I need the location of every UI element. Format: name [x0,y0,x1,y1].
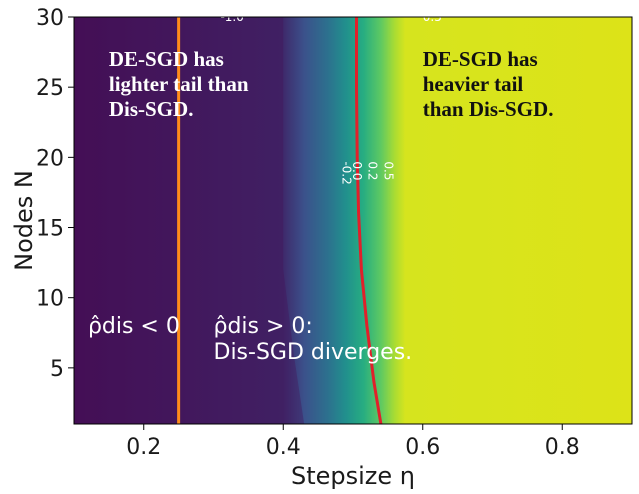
contour-label: 0.0 [350,161,364,180]
y-tick-label: 15 [36,217,64,242]
annotation-note: DE-SGD has lighter tail than Dis-SGD. [109,47,249,121]
annotation-line: lighter tail than [109,72,249,96]
heatmap-field [74,17,632,424]
plot-frame [73,16,633,425]
annotation-line: heavier tail [423,72,524,96]
annotation-line: ρ̂dis > 0: [214,314,313,339]
y-tick-label: 10 [36,287,64,312]
y-tick-label: 20 [36,146,64,171]
low-n-shade [74,17,305,424]
zero-contour-line [355,17,383,425]
x-tick-label: 0.8 [545,435,580,460]
annotation-line: Dis-SGD. [109,97,194,121]
x-tick-label: 0.2 [126,435,161,460]
annotation-line: Dis-SGD diverges. [214,340,413,365]
x-tick-label: 0.6 [405,435,440,460]
annotation-rho: ρ̂dis < 0 [88,314,180,339]
annotation-line: DE-SGD has [109,47,224,71]
y-axis-label: Nodes N [10,170,38,271]
annotation-note: DE-SGD has heavier tail than Dis-SGD. [423,47,554,121]
x-axis-label: Stepsize η [291,462,415,490]
y-tick-label: 5 [50,357,64,382]
annotation-line: DE-SGD has [423,47,538,71]
annotation-line: than Dis-SGD. [423,97,554,121]
y-tick-label: 30 [36,6,64,31]
contour-label: 0.5 [381,161,395,180]
annotation-rho: ρ̂dis > 0: Dis-SGD diverges. [214,314,413,365]
y-tick-label: 25 [36,76,64,101]
annotation-line: ρ̂dis < 0 [88,314,180,339]
x-tick-label: 0.4 [266,435,301,460]
contour-label: -0.2 [340,161,354,184]
contour-label: 0.2 [365,161,379,180]
